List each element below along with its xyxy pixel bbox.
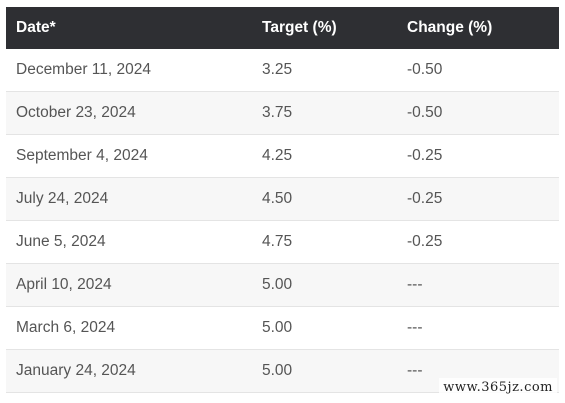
- cell-change: ---: [399, 306, 559, 350]
- cell-date: April 10, 2024: [6, 263, 254, 307]
- watermark: www.365jz.com: [439, 378, 557, 397]
- table-body: December 11, 2024 3.25 -0.50 October 23,…: [6, 49, 559, 393]
- cell-target: 5.00: [254, 263, 399, 307]
- table-row: October 23, 2024 3.75 -0.50: [6, 91, 559, 135]
- cell-date: December 11, 2024: [6, 49, 254, 92]
- cell-target: 3.25: [254, 49, 399, 92]
- table-row: July 24, 2024 4.50 -0.25: [6, 177, 559, 221]
- header-row: Date* Target (%) Change (%): [6, 7, 559, 49]
- cell-date: June 5, 2024: [6, 220, 254, 264]
- table-row: June 5, 2024 4.75 -0.25: [6, 220, 559, 264]
- cell-date: July 24, 2024: [6, 177, 254, 221]
- cell-target: 4.75: [254, 220, 399, 264]
- cell-target: 4.25: [254, 134, 399, 178]
- table-row: April 10, 2024 5.00 ---: [6, 263, 559, 307]
- table-row: September 4, 2024 4.25 -0.25: [6, 134, 559, 178]
- rate-table-container: Date* Target (%) Change (%) December 11,…: [6, 7, 559, 393]
- cell-date: September 4, 2024: [6, 134, 254, 178]
- cell-date: October 23, 2024: [6, 91, 254, 135]
- cell-target: 5.00: [254, 349, 399, 393]
- column-header-change: Change (%): [399, 7, 559, 49]
- cell-target: 5.00: [254, 306, 399, 350]
- cell-target: 4.50: [254, 177, 399, 221]
- column-header-target: Target (%): [254, 7, 399, 49]
- cell-date: March 6, 2024: [6, 306, 254, 350]
- cell-change: -0.50: [399, 91, 559, 135]
- cell-date: January 24, 2024: [6, 349, 254, 393]
- cell-change: ---: [399, 263, 559, 307]
- column-header-date: Date*: [6, 7, 254, 49]
- cell-target: 3.75: [254, 91, 399, 135]
- table-row: March 6, 2024 5.00 ---: [6, 306, 559, 350]
- cell-change: -0.25: [399, 220, 559, 264]
- table-header: Date* Target (%) Change (%): [6, 7, 559, 49]
- cell-change: -0.25: [399, 134, 559, 178]
- table-row: January 24, 2024 5.00 ---: [6, 349, 559, 393]
- rate-table: Date* Target (%) Change (%) December 11,…: [6, 7, 559, 393]
- table-row: December 11, 2024 3.25 -0.50: [6, 49, 559, 92]
- cell-change: -0.25: [399, 177, 559, 221]
- cell-change: -0.50: [399, 49, 559, 92]
